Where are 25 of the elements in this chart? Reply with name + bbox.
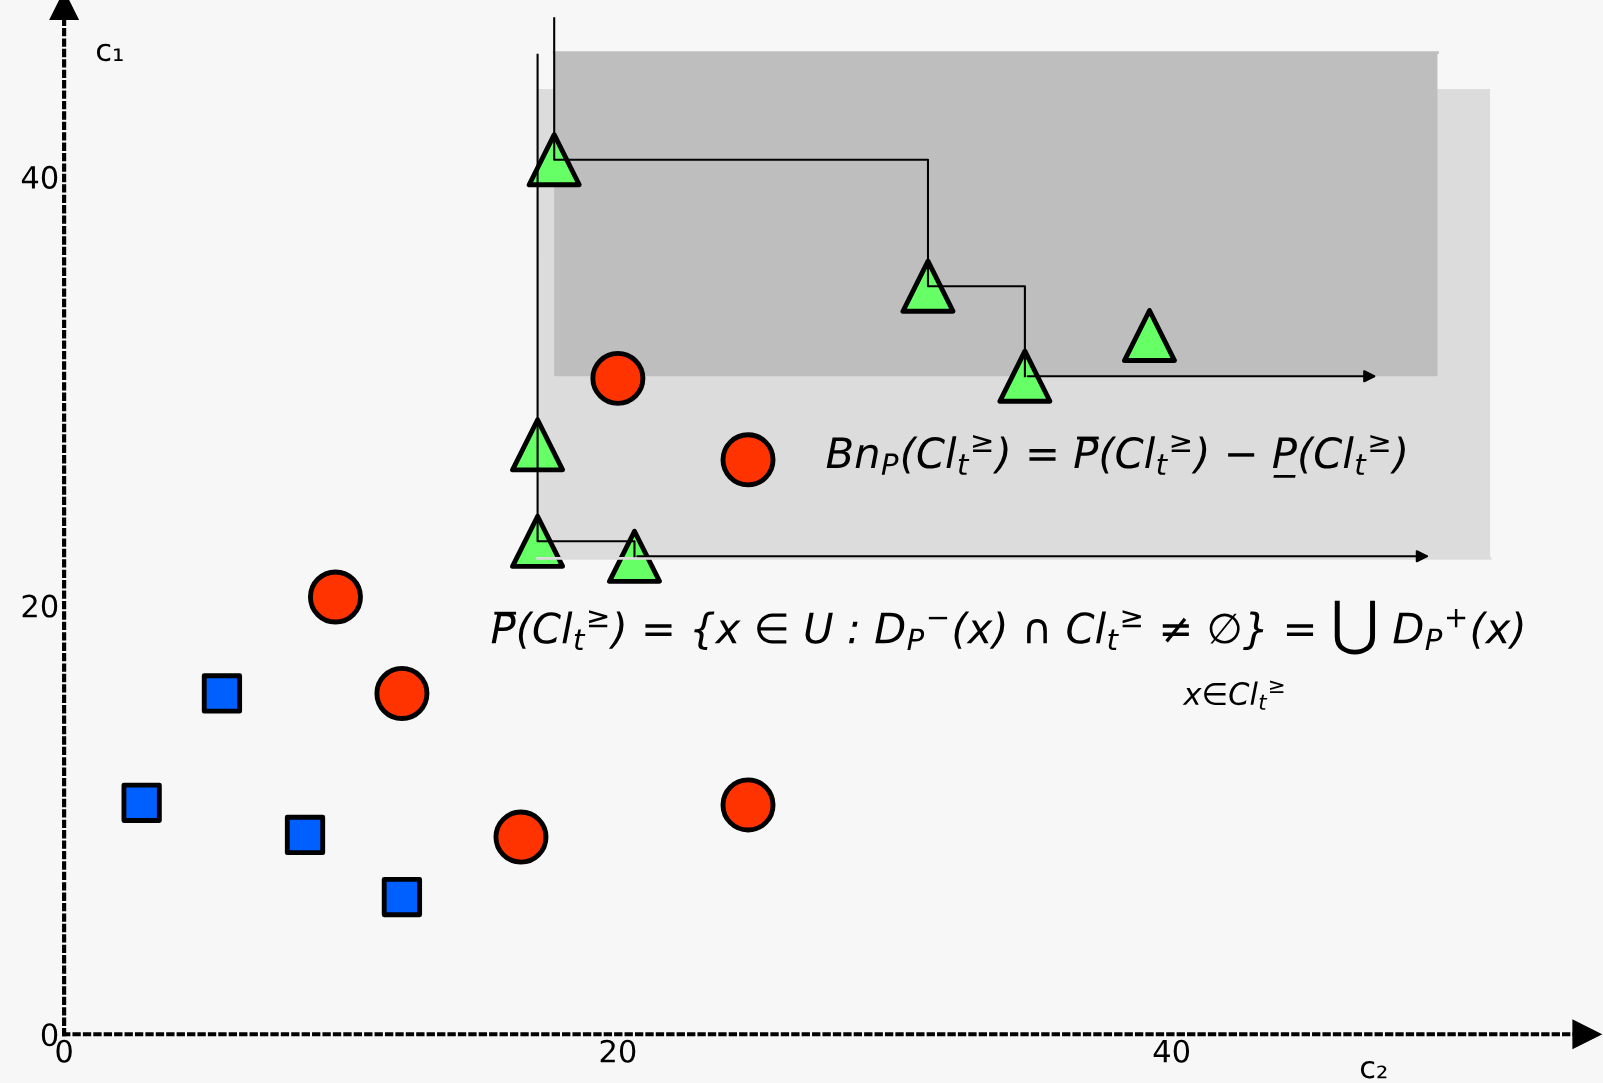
point [997,348,1053,404]
y-axis-title: c₁ [96,43,123,62]
y-tick-label: 40 [21,165,58,189]
x-axis-title: c₂ [1360,1060,1387,1079]
point [201,673,243,714]
point [720,432,776,488]
point [308,569,363,625]
point [510,513,566,569]
point [284,814,326,856]
point [720,777,776,833]
text: P̅(Cl$_{t}$$^{≥}$) = {x ∈ U : D$_{P}$$^{−}$(x) ∩ Cl$_{t}$$^{≥}$ ≠ ∅} = ⋃ D$_{P}$$^{+}$(x) [491,600,1523,655]
annotation: x∈Cl$_{t}$$^{≥}$ [1182,680,1284,710]
point [381,876,423,918]
point [510,417,566,473]
point [900,258,956,314]
x-tick-label: 40 [1153,1039,1190,1063]
text: Bn$_{P}$(Cl$_{t}$$^{≥}$) = P̅(Cl$_{t}$$^{≥}$) − P̲(Cl$_{t}$$^{≥}$) [826,435,1405,478]
point [1122,308,1177,363]
x-tick-label: 20 [600,1039,636,1063]
point [590,350,646,406]
y-tick-label: 0 [41,1023,58,1047]
point [121,782,162,823]
point [493,809,549,865]
y-tick-label: 20 [22,594,58,618]
point [374,665,430,721]
